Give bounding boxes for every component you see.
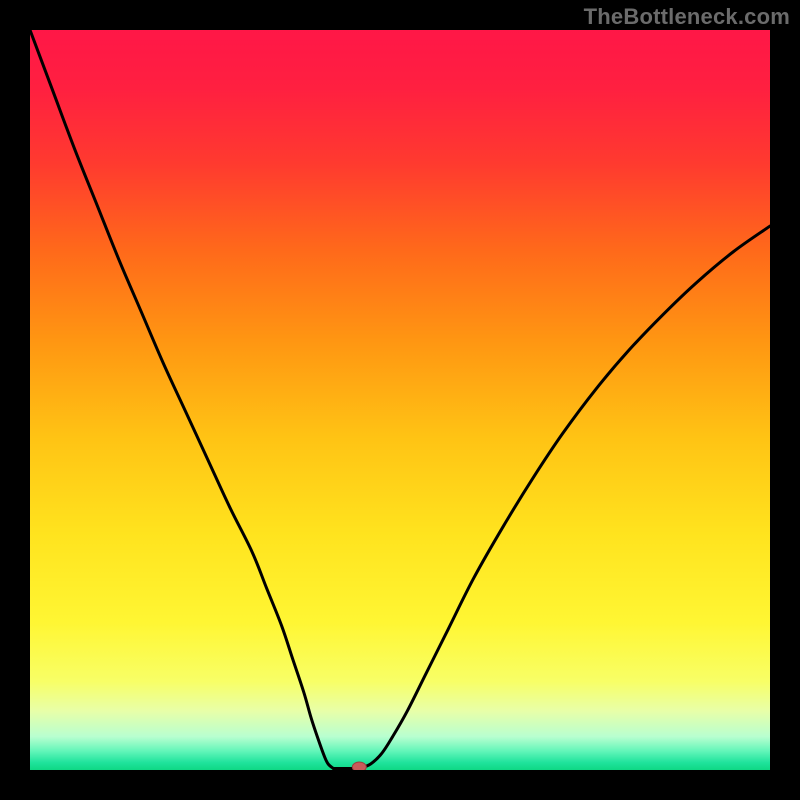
bottleneck-chart-svg [0, 0, 800, 800]
chart-container: { "watermark": { "text": "TheBottleneck.… [0, 0, 800, 800]
watermark-text: TheBottleneck.com [584, 4, 790, 30]
plot-area [30, 30, 770, 770]
